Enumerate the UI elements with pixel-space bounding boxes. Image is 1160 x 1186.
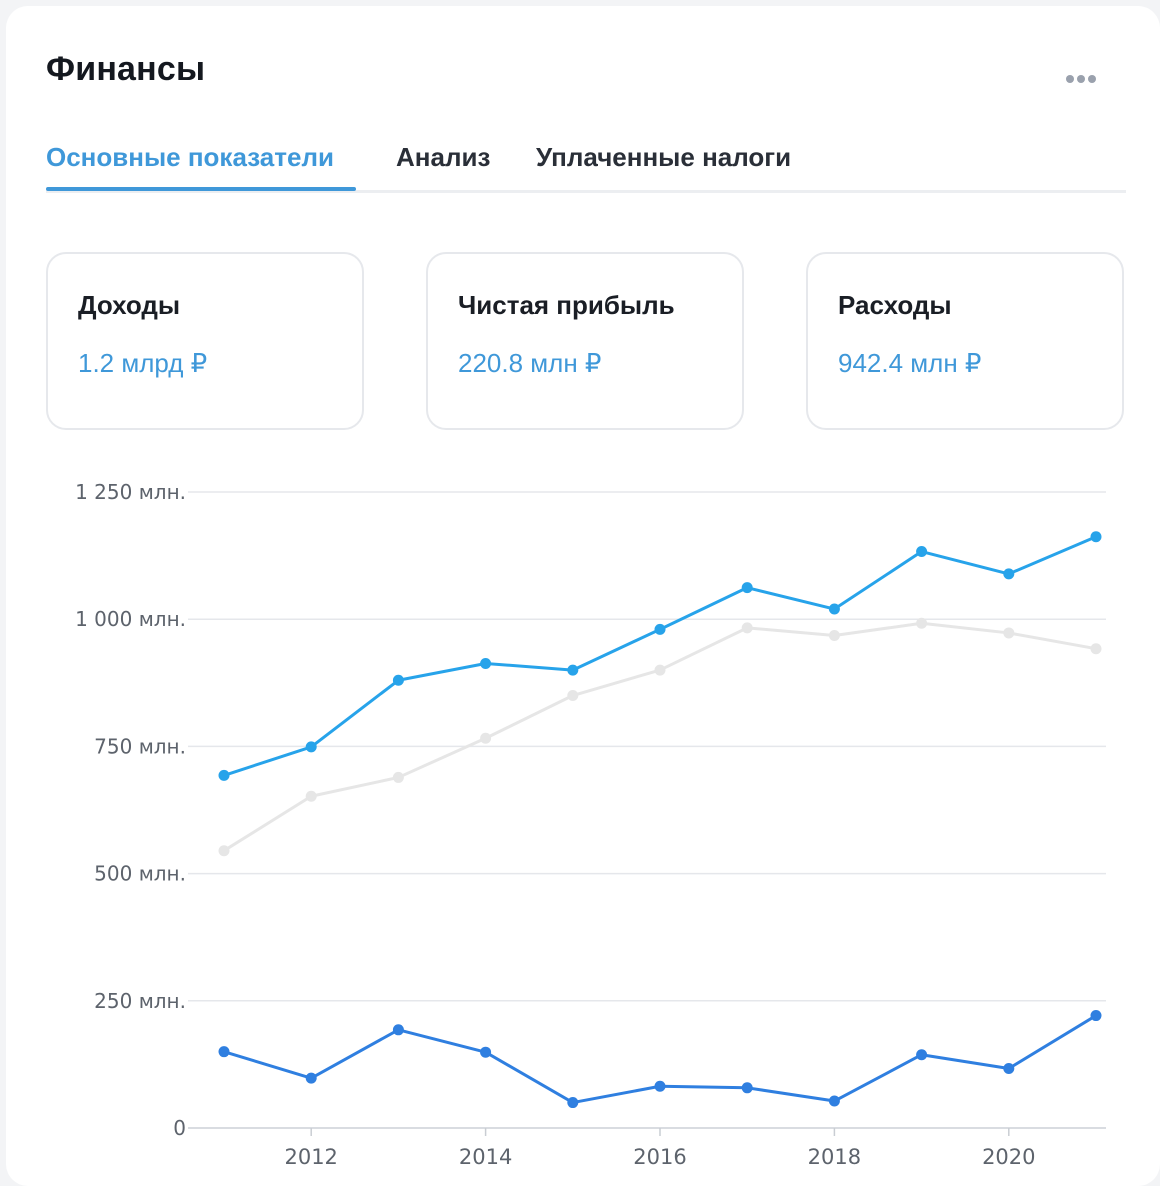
expenses-data-point bbox=[305, 790, 317, 802]
card-title: Финансы bbox=[46, 50, 206, 88]
more-icon[interactable] bbox=[1066, 72, 1106, 86]
income-data-point bbox=[1003, 568, 1015, 580]
expenses-data-point bbox=[654, 664, 666, 676]
y-tick-label: 0 bbox=[173, 1116, 186, 1140]
more-dot bbox=[1088, 75, 1096, 83]
expenses-series-line bbox=[222, 621, 1098, 853]
metric-value: 942.4 млн ₽ bbox=[838, 348, 982, 378]
profit-data-point bbox=[1090, 1010, 1102, 1022]
y-tick-label: 500 млн. bbox=[94, 862, 186, 886]
metric-label: Доходы bbox=[78, 290, 181, 320]
profit-data-point bbox=[305, 1072, 317, 1084]
profit-data-point bbox=[916, 1049, 928, 1061]
profit-data-point bbox=[828, 1095, 840, 1107]
x-tick-label: 2018 bbox=[808, 1145, 861, 1169]
more-dot bbox=[1066, 75, 1074, 83]
expenses-data-point bbox=[480, 732, 492, 744]
income-data-point bbox=[1090, 531, 1102, 543]
profit-data-point bbox=[392, 1024, 404, 1036]
expenses-data-point bbox=[1003, 627, 1015, 639]
expenses-data-point bbox=[916, 617, 928, 629]
expenses-data-point bbox=[392, 771, 404, 783]
y-tick-label: 250 млн. bbox=[94, 989, 186, 1013]
profit-data-point bbox=[654, 1080, 666, 1092]
income-data-point bbox=[218, 769, 230, 781]
x-tick-label: 2016 bbox=[633, 1145, 686, 1169]
metric-card-net-profit: Чистая прибыль 220.8 млн ₽ bbox=[426, 252, 744, 430]
x-tick-label: 2012 bbox=[284, 1145, 337, 1169]
income-data-point bbox=[916, 546, 928, 558]
income-data-point bbox=[392, 674, 404, 686]
expenses-data-point bbox=[1090, 643, 1102, 655]
metric-value: 1.2 млрд ₽ bbox=[78, 348, 208, 378]
y-tick-label: 1 250 млн. bbox=[75, 480, 186, 504]
finance-card: Финансы Основные показатели Анализ Уплач… bbox=[6, 6, 1160, 1186]
income-data-point bbox=[654, 623, 666, 635]
metric-card-income: Доходы 1.2 млрд ₽ bbox=[46, 252, 364, 430]
profit-data-point bbox=[218, 1046, 230, 1058]
metric-card-expenses: Расходы 942.4 млн ₽ bbox=[806, 252, 1124, 430]
y-tick-label: 750 млн. bbox=[94, 734, 186, 758]
profit-data-point bbox=[480, 1046, 492, 1058]
profit-data-point bbox=[567, 1097, 579, 1109]
income-data-point bbox=[305, 741, 317, 753]
income-data-point bbox=[480, 657, 492, 669]
income-data-point bbox=[741, 582, 753, 594]
profit-data-point bbox=[1003, 1062, 1015, 1074]
income-series-line bbox=[222, 535, 1098, 777]
tab-analysis[interactable]: Анализ bbox=[396, 142, 491, 172]
more-dot bbox=[1077, 75, 1085, 83]
expenses-data-point bbox=[218, 845, 230, 857]
y-tick-label: 1 000 млн. bbox=[75, 607, 186, 631]
tab-bar: Основные показатели Анализ Уплаченные на… bbox=[46, 132, 1126, 193]
expenses-data-point bbox=[828, 629, 840, 641]
income-data-point bbox=[567, 664, 579, 676]
expenses-data-point bbox=[741, 622, 753, 634]
tab-main-indicators[interactable]: Основные показатели bbox=[46, 142, 334, 172]
expenses-data-point bbox=[567, 690, 579, 702]
x-tick-label: 2014 bbox=[459, 1145, 512, 1169]
active-tab-indicator bbox=[46, 187, 356, 191]
tab-paid-taxes[interactable]: Уплаченные налоги bbox=[536, 142, 792, 172]
metric-label: Чистая прибыль bbox=[458, 290, 675, 320]
x-tick-label: 2020 bbox=[982, 1145, 1035, 1169]
profit-data-point bbox=[741, 1082, 753, 1094]
metric-value: 220.8 млн ₽ bbox=[458, 348, 602, 378]
income-data-point bbox=[828, 603, 840, 615]
metric-label: Расходы bbox=[838, 290, 952, 320]
